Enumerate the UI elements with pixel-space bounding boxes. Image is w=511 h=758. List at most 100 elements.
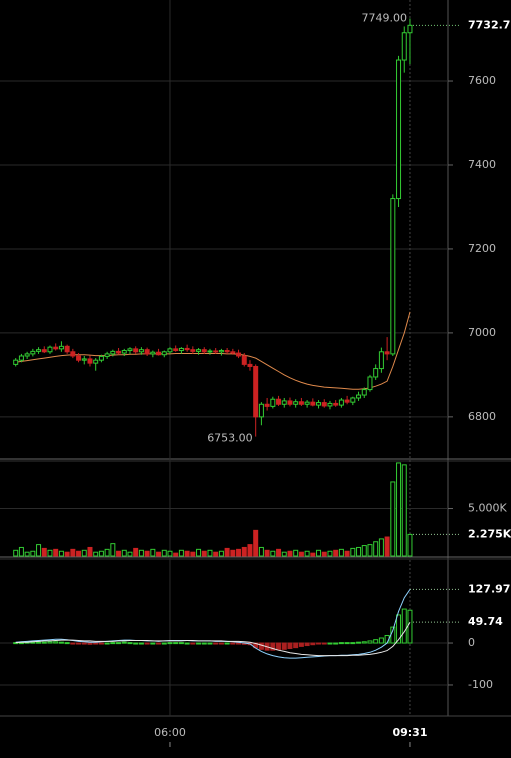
candle-body bbox=[24, 353, 30, 357]
macd-histogram-bar bbox=[218, 642, 224, 645]
volume-bar bbox=[293, 549, 299, 557]
macd-histogram-bar bbox=[121, 641, 127, 644]
candle-body bbox=[396, 59, 402, 200]
x-tick-label: 06:00 bbox=[154, 726, 186, 739]
volume-bar bbox=[18, 546, 24, 557]
macd-histogram-bar bbox=[36, 641, 42, 644]
candle-body bbox=[138, 349, 144, 353]
macd-histogram-bar bbox=[76, 642, 82, 645]
volume-bar bbox=[81, 549, 87, 557]
volume-bar bbox=[407, 533, 413, 557]
macd-histogram-bar bbox=[167, 642, 173, 645]
macd-histogram-bar bbox=[64, 642, 70, 645]
candle-body bbox=[298, 401, 304, 405]
macd-histogram-bar bbox=[396, 614, 402, 644]
candle-body bbox=[98, 355, 104, 361]
macd-histogram-bar bbox=[350, 642, 356, 645]
candle-body bbox=[378, 351, 384, 370]
volume-bar bbox=[161, 549, 167, 557]
y-tick-label: 7732.70 bbox=[468, 18, 511, 31]
volume-bar bbox=[384, 536, 390, 557]
macd-histogram-bar bbox=[327, 642, 333, 645]
candle-body bbox=[41, 349, 47, 353]
volume-bar bbox=[184, 550, 190, 557]
candle-body bbox=[104, 353, 110, 357]
volume-bar bbox=[36, 544, 42, 557]
volume-bar bbox=[236, 548, 242, 557]
candle-body bbox=[293, 401, 299, 405]
macd-histogram-bar bbox=[138, 642, 144, 645]
candle-body bbox=[121, 350, 127, 354]
candle-body bbox=[178, 347, 184, 352]
candle-body bbox=[373, 368, 379, 378]
candle-body bbox=[81, 358, 87, 361]
macd-histogram-bar bbox=[93, 642, 99, 645]
candle-body bbox=[156, 351, 162, 356]
volume-bar bbox=[98, 550, 104, 557]
macd-histogram-bar bbox=[270, 642, 276, 651]
volume-bar bbox=[150, 548, 156, 557]
macd-histogram-bar bbox=[310, 642, 316, 646]
y-tick-label: 2.275K bbox=[468, 527, 511, 540]
candle-body bbox=[264, 403, 270, 407]
candle-body bbox=[173, 348, 179, 352]
volume-bar bbox=[201, 550, 207, 557]
volume-bar bbox=[41, 547, 47, 557]
volume-bar bbox=[344, 550, 350, 557]
candle-body bbox=[30, 350, 36, 355]
candle-body bbox=[356, 394, 362, 399]
macd-histogram-bar bbox=[304, 642, 310, 647]
candle-body bbox=[230, 351, 236, 354]
macd-histogram-bar bbox=[338, 642, 344, 645]
candle-body bbox=[167, 348, 173, 353]
candle-body bbox=[87, 358, 93, 364]
macd-histogram-bar bbox=[190, 642, 196, 645]
volume-bar bbox=[361, 545, 367, 557]
candle-body bbox=[338, 399, 344, 406]
x-tick-label: 09:31 bbox=[392, 726, 427, 739]
volume-bar bbox=[173, 552, 179, 557]
candle-body bbox=[190, 349, 196, 352]
candle-body bbox=[253, 365, 259, 418]
candle-body bbox=[258, 403, 264, 418]
candle-body bbox=[270, 398, 276, 407]
volume-bar bbox=[298, 551, 304, 557]
volume-bar bbox=[247, 544, 253, 557]
candle-body bbox=[150, 351, 156, 355]
candle-body bbox=[116, 350, 122, 354]
macd-histogram-bar bbox=[287, 642, 293, 649]
candle-body bbox=[76, 355, 82, 361]
volume-bar bbox=[396, 462, 402, 557]
candle-body bbox=[70, 351, 76, 357]
volume-bar bbox=[64, 551, 70, 557]
volume-bar bbox=[367, 544, 373, 557]
macd-histogram-bar bbox=[127, 642, 133, 645]
volume-bar bbox=[47, 549, 53, 557]
volume-bar bbox=[316, 549, 322, 557]
candle-body bbox=[401, 32, 407, 61]
candle-body bbox=[407, 24, 413, 34]
macd-histogram-bar bbox=[173, 642, 179, 645]
volume-bar bbox=[144, 550, 150, 557]
candle-body bbox=[316, 402, 322, 406]
candle-body bbox=[144, 349, 150, 355]
volume-bar bbox=[30, 550, 36, 557]
macd-histogram-bar bbox=[110, 642, 116, 645]
volume-bar bbox=[276, 548, 282, 557]
macd-histogram-bar bbox=[356, 641, 362, 644]
macd-histogram-bar bbox=[81, 642, 87, 645]
candle-body bbox=[361, 389, 367, 396]
macd-histogram-bar bbox=[293, 642, 299, 649]
macd-histogram-bar bbox=[407, 609, 413, 644]
macd-histogram-bar bbox=[298, 642, 304, 647]
macd-histogram-bar bbox=[156, 642, 162, 645]
y-tick-label: 0 bbox=[468, 636, 475, 649]
macd-histogram-bar bbox=[321, 642, 327, 645]
volume-bar bbox=[230, 549, 236, 557]
macd-histogram-bar bbox=[258, 642, 264, 650]
candle-body bbox=[161, 351, 167, 356]
volume-bar bbox=[24, 551, 30, 557]
candle-body bbox=[53, 346, 59, 350]
price-annotation: 7749.00 bbox=[361, 11, 407, 24]
